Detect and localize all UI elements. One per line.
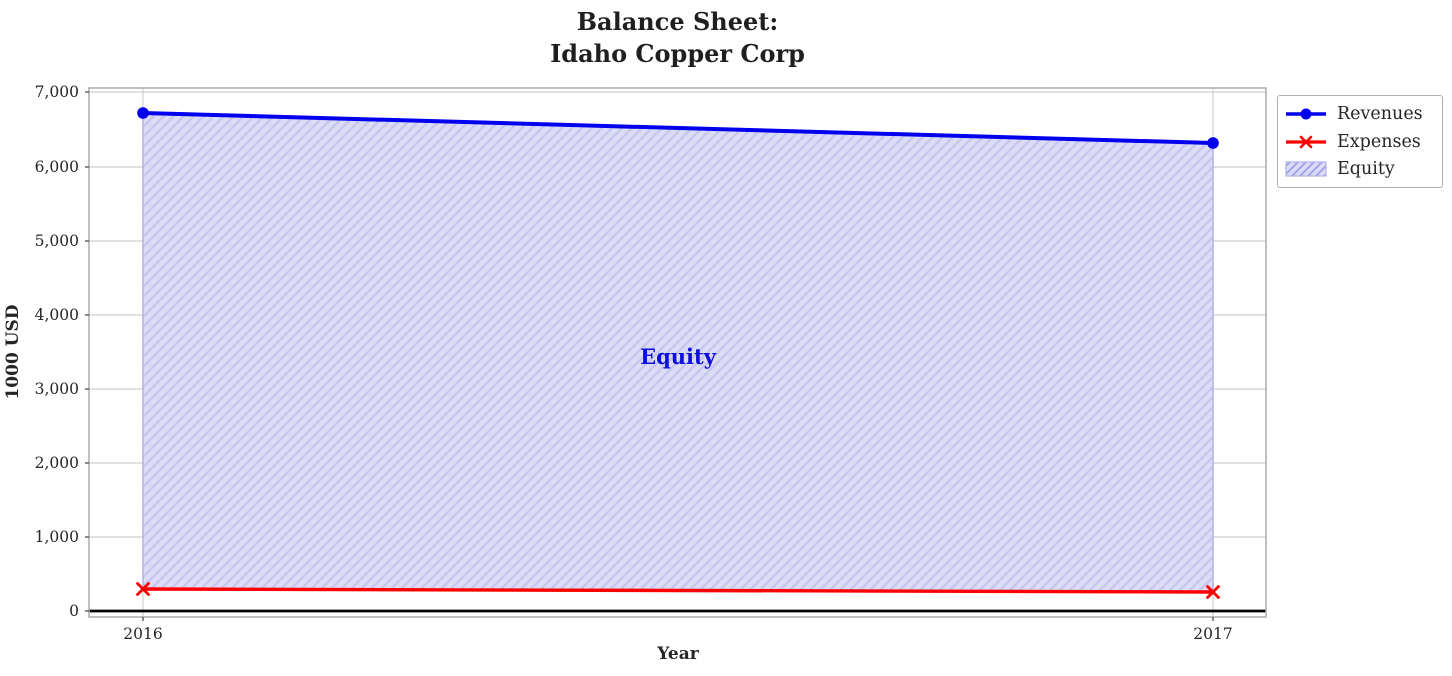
ytick-3000: 3,000: [34, 380, 79, 398]
axes-frame: [88, 87, 1267, 618]
expenses-series: [136, 582, 1220, 599]
chart-title: Balance Sheet: Idaho Copper Corp: [89, 6, 1266, 70]
legend-item-expenses: Expenses: [1284, 128, 1436, 156]
revenues-marker-2017: [1207, 137, 1219, 149]
revenues-series: [137, 107, 1219, 149]
equity-area-label: Equity: [640, 344, 716, 369]
ytick-6000: 6,000: [34, 158, 79, 176]
ytick-2000: 2,000: [34, 454, 79, 472]
revenues-line-icon: [1286, 108, 1326, 120]
legend: Revenues Expenses: [1277, 95, 1443, 188]
equity-patch-icon: [1285, 161, 1327, 177]
tick-marks: [85, 91, 1214, 621]
legend-label-equity: Equity: [1337, 159, 1395, 180]
legend-item-equity: Equity: [1284, 155, 1436, 183]
ytick-7000: 7,000: [34, 83, 79, 101]
xtick-2017: 2017: [1193, 625, 1233, 643]
chart-title-line2: Idaho Copper Corp: [550, 39, 805, 68]
expenses-line-icon: [1286, 135, 1326, 148]
legend-label-expenses: Expenses: [1337, 131, 1421, 152]
ytick-0: 0: [69, 602, 79, 620]
chart-title-line1: Balance Sheet:: [576, 7, 779, 36]
legend-item-revenues: Revenues: [1284, 100, 1436, 128]
y-axis-label: 1000 USD: [3, 304, 23, 400]
expenses-marker-2017: [1206, 585, 1220, 599]
ytick-5000: 5,000: [34, 232, 79, 250]
legend-label-revenues: Revenues: [1337, 103, 1423, 124]
expenses-marker-2016: [136, 582, 150, 596]
ytick-1000: 1,000: [34, 528, 79, 546]
revenues-marker-2016: [137, 107, 149, 119]
xtick-2016: 2016: [123, 625, 163, 643]
x-axis-label: Year: [657, 644, 699, 664]
ytick-4000: 4,000: [34, 306, 79, 324]
